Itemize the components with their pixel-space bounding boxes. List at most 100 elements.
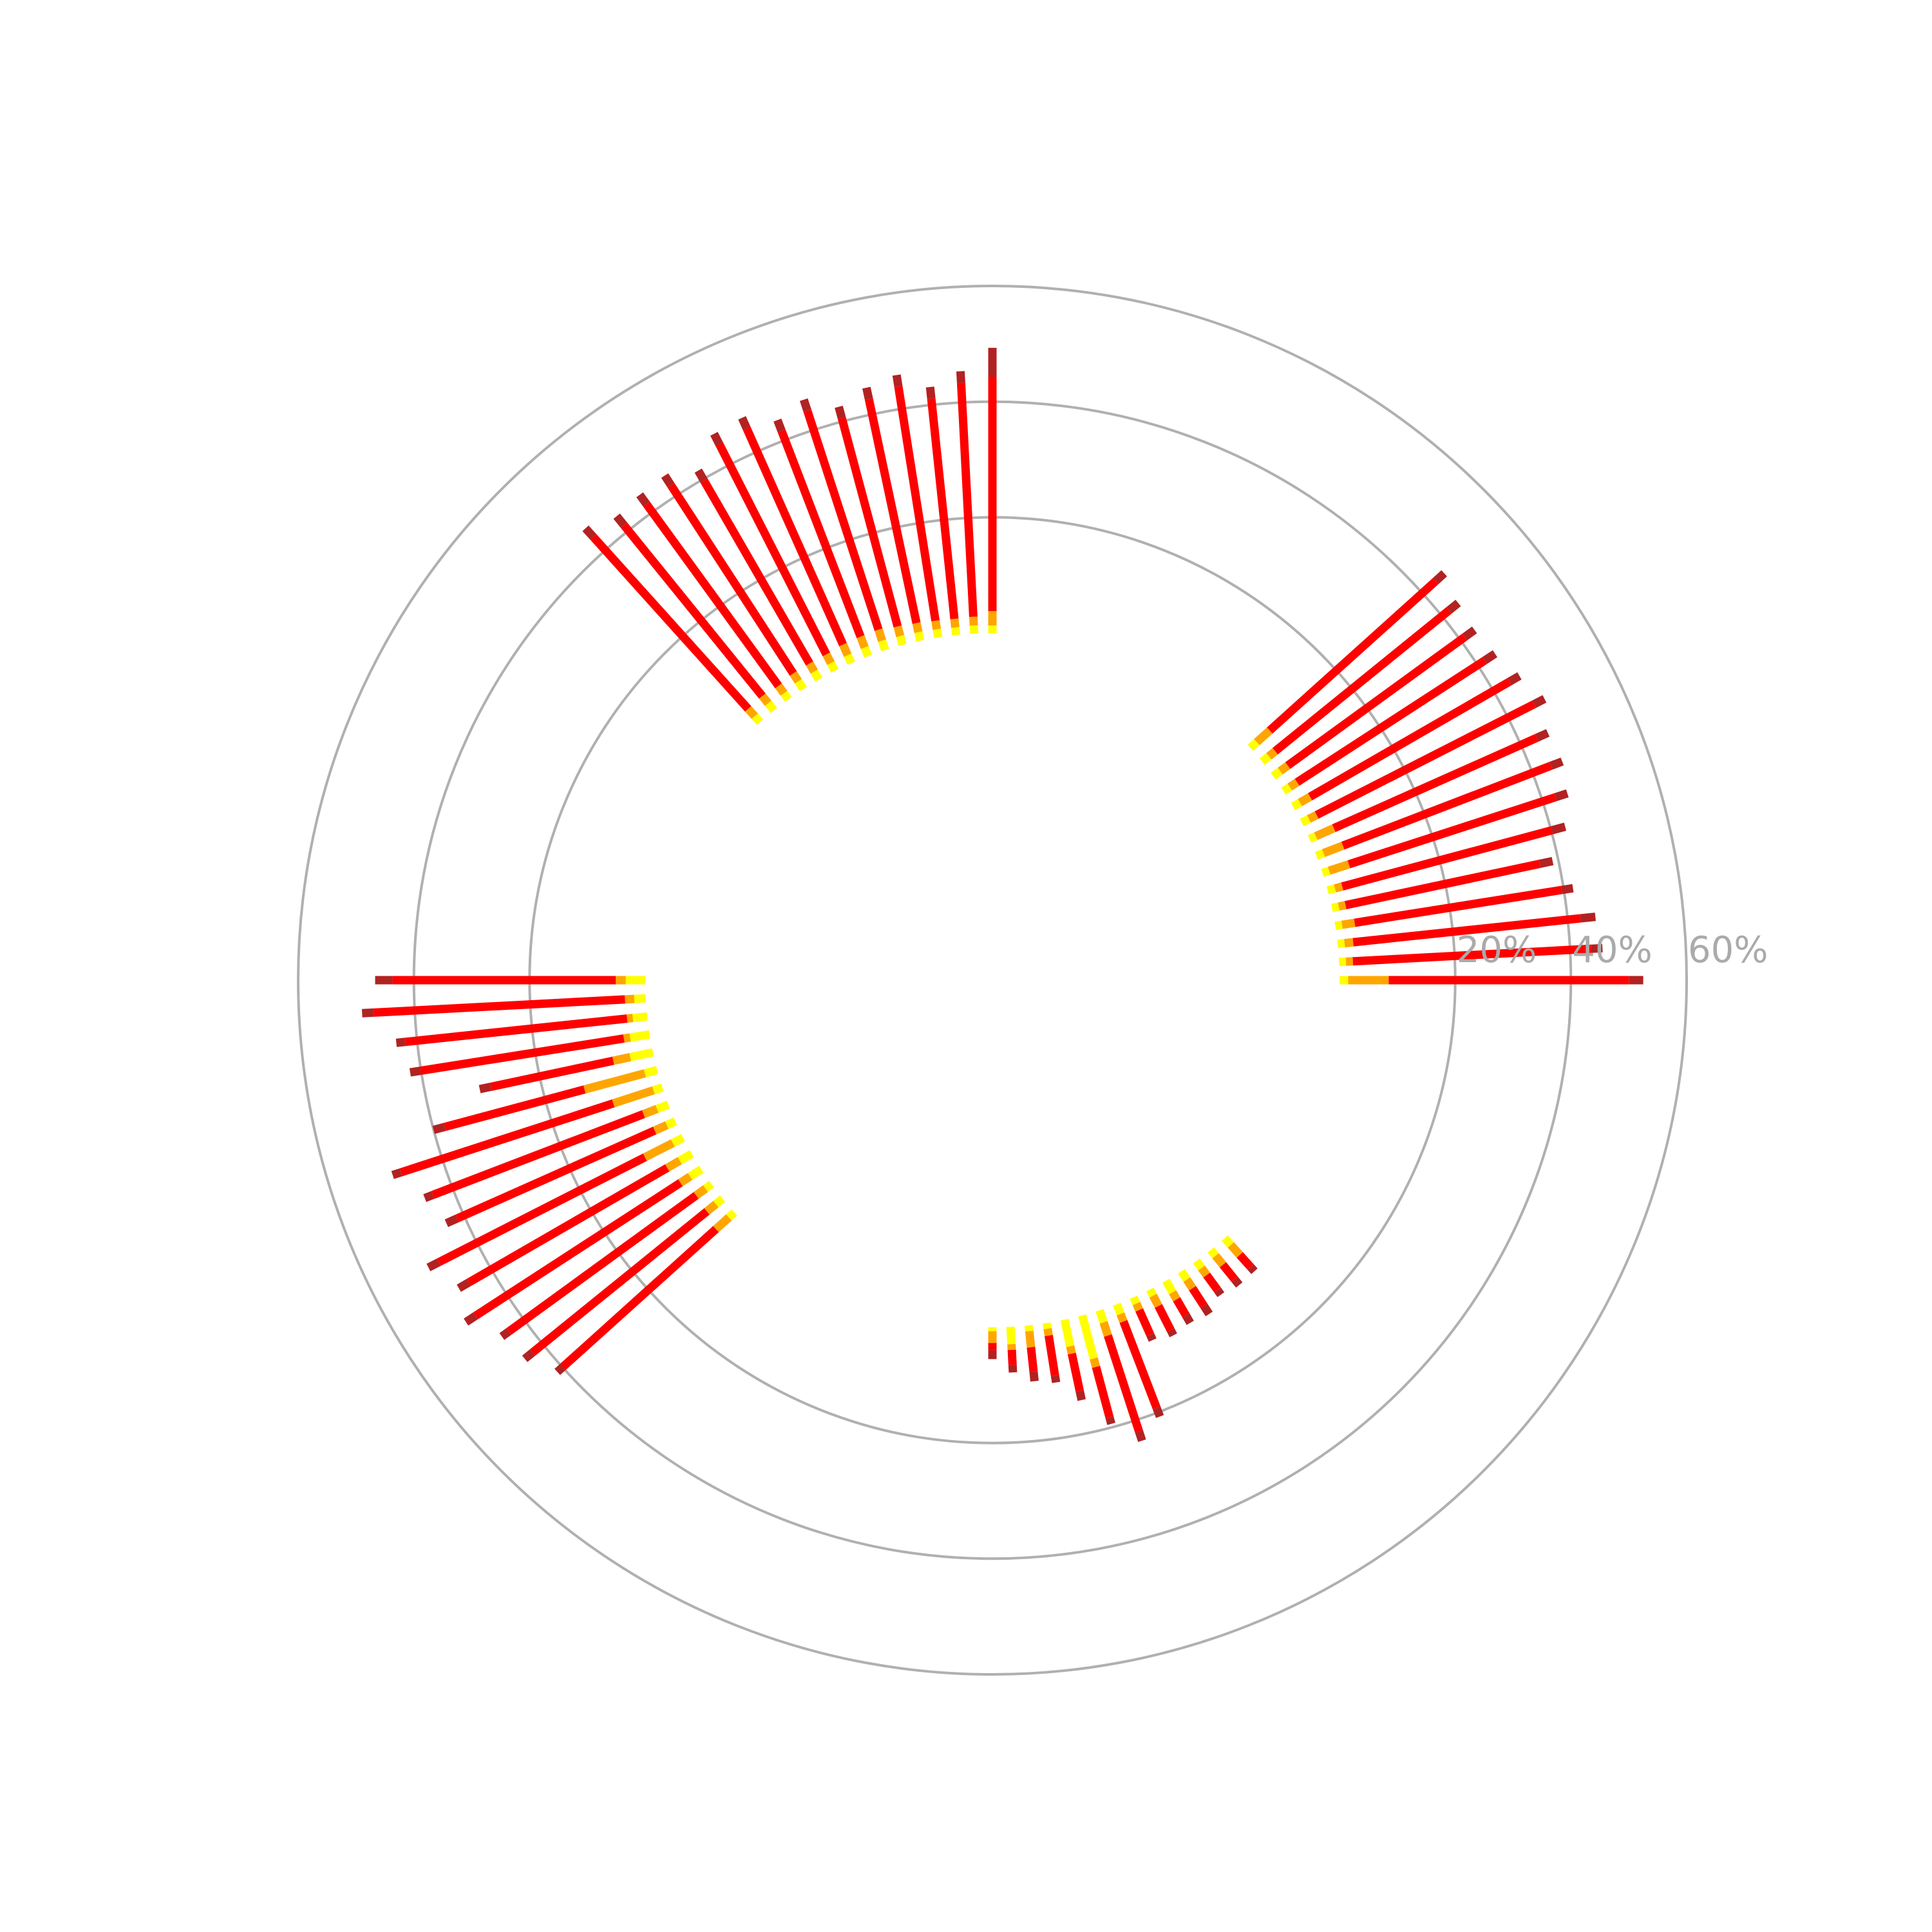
bar-segment-g0-b11-s0	[1281, 783, 1293, 795]
bar-segment-g1-b1-s3	[956, 371, 965, 383]
bar-segment-g1-b8-s3	[738, 416, 751, 430]
bar-segment-g3-b3-s1	[1043, 1328, 1053, 1336]
bar-segment-g0-b10-s0	[1291, 799, 1302, 811]
bar-segment-g0-b6-s0	[1321, 866, 1331, 877]
bar-segment-g1-b4-s3	[862, 386, 873, 400]
bar-segment-g3-b4-s0	[1060, 1318, 1075, 1347]
bar-segment-g3-b7-s0	[1113, 1302, 1125, 1316]
bar-segment-g3-b12-s3	[1214, 1287, 1225, 1298]
bar-segment-g1-b11-s2	[667, 482, 797, 676]
bar-segment-g2-b7-s0	[655, 1101, 670, 1113]
bar-segment-g3-b11-s0	[1178, 1269, 1191, 1282]
bar-segment-g3-b2-s3	[1029, 1370, 1039, 1382]
bar-segment-g0-b14-s0	[1247, 739, 1260, 752]
bar-segment-g2-b12-s1	[694, 1185, 708, 1199]
bar-segment-g1-b14-s3	[582, 526, 597, 540]
bar-segment-g0-b14-s3	[1432, 570, 1447, 585]
bar-segment-g0-b6-s1	[1327, 860, 1350, 875]
bar-segment-g2-b7-s3	[423, 1191, 435, 1202]
bar-segment-g0-b14-s2	[1267, 578, 1439, 734]
bar-segment-g0-b13-s1	[1266, 748, 1278, 760]
bar-segment-g0-b10-s1	[1298, 793, 1312, 806]
bar-segment-g2-b10-s1	[665, 1157, 682, 1172]
bar-segment-g3-b7-s3	[1152, 1406, 1164, 1418]
bar-segment-g2-b12-s2	[506, 1191, 699, 1335]
bar-segment-g0-b1-s2	[1352, 944, 1591, 966]
bar-segment-g3-b10-s1	[1169, 1290, 1180, 1302]
bar-segment-g0-b13-s2	[1273, 607, 1452, 755]
bar-segment-g1-b5-s1	[893, 625, 905, 638]
bar-segment-g1-b10-s2	[700, 478, 813, 666]
bar-segment-g3-b6-s0	[1095, 1309, 1108, 1324]
radial-tick-label-40: 40%	[1572, 929, 1652, 971]
bar-segment-g1-b4-s2	[864, 398, 921, 624]
bar-segment-g1-b13-s3	[613, 513, 627, 528]
bar-segment-g3-b5-s0	[1078, 1314, 1098, 1360]
bar-segment-g0-b3-s2	[1354, 886, 1562, 927]
bar-segment-g1-b8-s1	[839, 643, 852, 657]
bar-segment-g2-b13-s2	[529, 1208, 710, 1356]
bar-segment-g1-b12-s0	[781, 690, 792, 702]
bar-segment-g1-b10-s3	[694, 468, 708, 483]
bar-segment-g2-b1-s3	[361, 1008, 374, 1018]
bar-segment-g3-b13-s2	[1219, 1262, 1238, 1282]
bar-segment-g3-b11-s3	[1200, 1303, 1213, 1316]
bar-segment-g2-b11-s0	[688, 1166, 704, 1180]
bar-segment-g3-b2-s2	[1027, 1347, 1038, 1372]
bar-segment-g0-b2-s1	[1344, 938, 1354, 947]
bar-segment-g0-b2-s0	[1337, 939, 1345, 949]
bar-segment-g0-b8-s3	[1535, 729, 1550, 742]
bar-segment-g2-b14-s2	[560, 1226, 719, 1370]
bar-segment-g0-b5-s1	[1334, 882, 1343, 893]
bar-segment-g2-b10-s3	[457, 1278, 471, 1293]
bar-segment-g3-b2-s0	[1024, 1325, 1034, 1332]
bar-segment-g2-b4-s1	[612, 1053, 631, 1065]
bar-segment-g2-b5-s0	[643, 1066, 659, 1077]
bar-segment-g2-b6-s2	[399, 1099, 615, 1177]
bar-segment-g3-b10-s0	[1162, 1278, 1177, 1294]
bar-segment-g1-b5-s2	[837, 417, 902, 628]
bar-segment-g3-b6-s3	[1135, 1430, 1146, 1443]
bar-segment-g3-b14-s3	[1247, 1264, 1258, 1274]
bar-segment-g0-b11-s2	[1294, 656, 1488, 786]
bar-segment-g2-b8-s1	[652, 1121, 669, 1135]
bar-segment-g2-b11-s3	[464, 1312, 478, 1326]
bar-segment-g3-b6-s1	[1099, 1321, 1112, 1337]
bar-segment-g2-b8-s3	[444, 1215, 459, 1227]
bar-segment-g2-b9-s0	[670, 1133, 685, 1147]
bar-segment-g2-b1-s0	[634, 994, 647, 1003]
bar-segment-g3-b13-s3	[1231, 1276, 1243, 1288]
bar-segment-g2-b2-s2	[404, 1014, 628, 1046]
bar-segment-g1-b12-s3	[636, 492, 650, 507]
bar-segment-g3-b8-s3	[1146, 1333, 1157, 1342]
bar-segment-g1-b14-s0	[752, 713, 764, 725]
bar-segment-g0-b13-s0	[1259, 753, 1272, 765]
bar-segment-g0-b3-s3	[1560, 884, 1574, 895]
bar-segment-g1-b9-s2	[715, 442, 830, 657]
bar-segment-g0-b13-s3	[1446, 600, 1461, 614]
bar-segment-g3-b4-s3	[1075, 1390, 1086, 1401]
bar-segment-g2-b3-s3	[409, 1066, 421, 1077]
bar-segment-g3-b12-s1	[1198, 1265, 1210, 1278]
bar-segment-g3-b1-s0	[1006, 1326, 1016, 1345]
bar-segment-g2-b6-s3	[391, 1168, 402, 1179]
bar-segment-g2-b12-s3	[499, 1328, 512, 1340]
bar-segment-g0-b10-s2	[1307, 677, 1512, 800]
bar-segment-g2-b1-s2	[373, 995, 625, 1017]
bar-segment-g1-b7-s2	[777, 429, 865, 638]
bar-segment-g1-b7-s0	[860, 646, 872, 658]
bar-segment-g1-b14-s1	[744, 706, 758, 719]
bar-segment-g1-b2-s1	[950, 618, 960, 628]
bar-segment-g0-b11-s1	[1287, 779, 1300, 791]
bar-segment-g2-b4-s2	[490, 1056, 614, 1091]
bar-segment-g0-b6-s2	[1347, 793, 1557, 869]
grid-circle-20	[528, 516, 1457, 1444]
bar-segment-g1-b9-s1	[822, 652, 835, 665]
bar-segment-g1-b7-s3	[773, 418, 786, 433]
bar-segment-g1-b4-s0	[914, 631, 925, 642]
radial-tick-labels: 20% 40% 60%	[1457, 929, 1768, 971]
bar-segment-g3-b10-s3	[1182, 1313, 1194, 1325]
bar-segment-g2-b8-s0	[665, 1117, 677, 1130]
